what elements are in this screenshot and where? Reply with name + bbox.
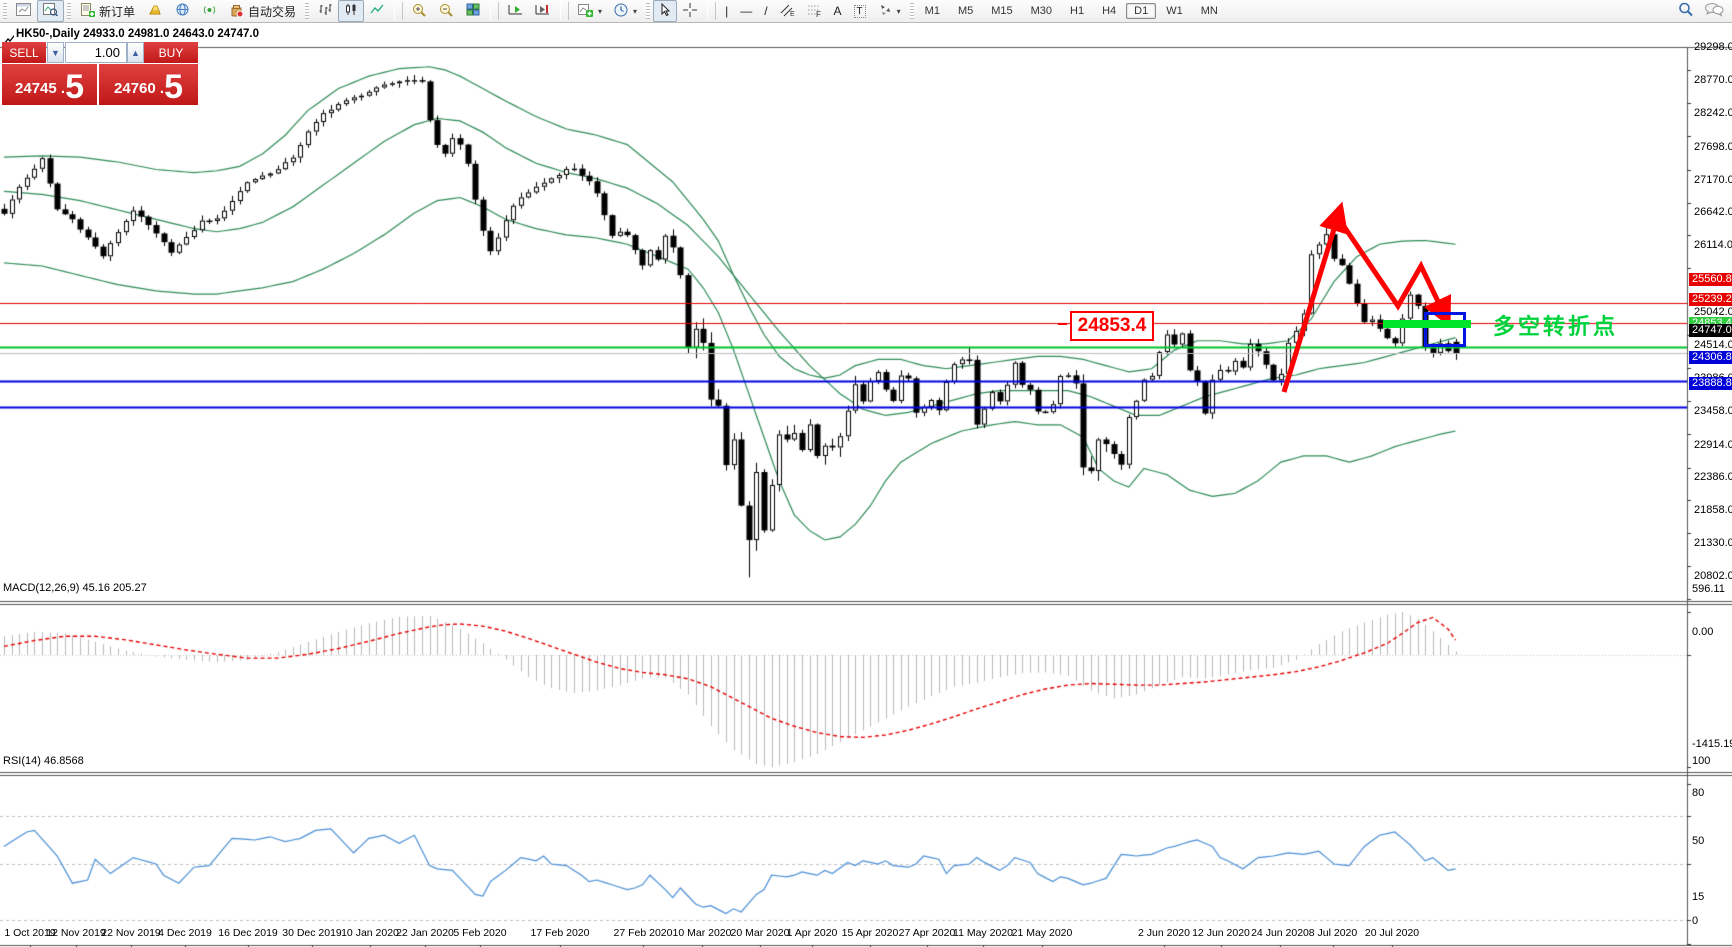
crosshair-button[interactable] <box>677 0 703 22</box>
zoom-out-button[interactable] <box>433 0 460 22</box>
indicators-icon <box>578 3 594 20</box>
toolbar-separator <box>560 2 570 20</box>
main-toolbar: 新订单 自动交易 ▾ ▾ | — / E F A T ▾ <box>0 0 1732 23</box>
price-chart-canvas[interactable] <box>0 23 1732 947</box>
timeframe-m15-button[interactable]: M15 <box>991 5 1013 17</box>
volume-increase-button[interactable]: ▲ <box>127 42 144 63</box>
web-terminal-button[interactable] <box>169 0 196 22</box>
timeframe-d1-button[interactable]: D1 <box>1126 3 1157 19</box>
text-button[interactable]: A <box>828 0 848 22</box>
toolbar-grip <box>3 3 7 19</box>
text-icon: A <box>833 4 842 18</box>
line-chart-icon <box>370 3 384 19</box>
chart-window <box>0 23 1732 947</box>
sell-button[interactable]: SELL <box>2 42 46 63</box>
timeframe-mn-button[interactable]: MN <box>1200 5 1218 17</box>
toolbar-separator <box>490 2 500 20</box>
new-order-icon <box>80 2 95 20</box>
gold-ingot-icon <box>147 4 163 19</box>
text-label-button[interactable]: T <box>848 0 872 22</box>
deposit-button[interactable] <box>141 0 169 22</box>
vertical-line-button[interactable]: | <box>719 0 734 22</box>
tile-windows-icon <box>466 3 480 19</box>
chat-icon[interactable] <box>1704 2 1724 20</box>
auto-trading-button[interactable]: 自动交易 <box>223 0 302 22</box>
signals-icon <box>202 3 217 19</box>
buy-button[interactable]: BUY <box>144 42 198 63</box>
timeframe-m5-button[interactable]: M5 <box>957 5 974 17</box>
arrows-icon <box>878 3 892 19</box>
sell-price-display[interactable]: 24745 .5 <box>2 64 97 105</box>
zoom-in-icon <box>412 3 427 20</box>
svg-text:E: E <box>790 11 795 17</box>
arrows-dropdown-caret[interactable]: ▾ <box>896 6 901 16</box>
new-order-label: 新订单 <box>99 4 136 19</box>
arrows-button[interactable]: ▾ <box>872 0 907 22</box>
toolbar-grip <box>646 3 651 19</box>
search-icon[interactable] <box>1678 2 1694 20</box>
vertical-line-icon: | <box>725 4 729 18</box>
candlestick-chart-icon <box>344 3 358 19</box>
auto-scroll-icon <box>508 3 523 19</box>
toolbar-grip <box>67 3 71 19</box>
trendline-button[interactable]: / <box>758 0 773 22</box>
crosshair-icon <box>683 2 698 20</box>
line-chart-button[interactable] <box>364 0 390 22</box>
timeframe-bar: M1 M5 M15 M30 H1 H4 D1 W1 MN <box>917 3 1226 19</box>
cursor-button[interactable] <box>653 0 678 22</box>
timeframe-w1-button[interactable]: W1 <box>1166 5 1183 17</box>
new-order-button[interactable]: 新订单 <box>74 0 141 22</box>
text-label-icon: T <box>853 4 866 18</box>
clock-icon <box>614 3 628 20</box>
equidistant-channel-button[interactable]: E <box>774 0 801 22</box>
chart-shift-button[interactable] <box>529 0 556 22</box>
volume-input[interactable] <box>65 42 127 63</box>
auto-scroll-button[interactable] <box>502 0 529 22</box>
web-terminal-icon <box>175 3 190 19</box>
bar-chart-button[interactable] <box>312 0 338 22</box>
trendline-icon: / <box>764 4 768 18</box>
data-window-icon <box>43 3 58 19</box>
one-click-trading-panel: SELL ▼ ▲ BUY 24745 .5 24760 .5 <box>2 42 198 105</box>
tile-windows-button[interactable] <box>460 0 486 22</box>
buy-price-display[interactable]: 24760 .5 <box>99 64 198 105</box>
svg-text:F: F <box>816 10 821 17</box>
auto-trading-label: 自动交易 <box>248 4 297 19</box>
toolbar-separator <box>394 2 404 20</box>
bar-chart-icon <box>318 3 332 19</box>
toolbar-separator <box>707 2 717 20</box>
timeframe-m30-button[interactable]: M30 <box>1030 5 1053 17</box>
fibonacci-icon: F <box>807 3 822 20</box>
new-chart-button[interactable] <box>10 0 37 22</box>
timeframe-h4-button[interactable]: H4 <box>1102 5 1117 17</box>
indicators-button[interactable]: ▾ <box>572 0 608 22</box>
periods-button[interactable]: ▾ <box>608 0 643 22</box>
zoom-out-icon <box>439 3 454 20</box>
chart-shift-icon <box>535 3 550 19</box>
signals-button[interactable] <box>196 0 223 22</box>
timeframe-m1-button[interactable]: M1 <box>924 5 940 17</box>
market-icon <box>229 3 244 20</box>
periods-dropdown-caret[interactable]: ▾ <box>633 6 638 16</box>
toolbar-grip <box>305 3 310 19</box>
chart-window-icon <box>16 3 31 19</box>
volume-decrease-button[interactable]: ▼ <box>47 42 64 63</box>
toolbar-grip <box>909 3 914 19</box>
data-window-button[interactable] <box>37 0 64 22</box>
cursor-icon <box>659 2 671 20</box>
timeframe-h1-button[interactable]: H1 <box>1070 5 1085 17</box>
fibonacci-button[interactable]: F <box>801 0 828 22</box>
horizontal-line-button[interactable]: — <box>734 0 758 22</box>
horizontal-line-icon: — <box>740 4 753 18</box>
equidistant-channel-icon: E <box>780 3 795 20</box>
candlestick-chart-button[interactable] <box>338 0 365 22</box>
zoom-in-button[interactable] <box>406 0 433 22</box>
indicators-dropdown-caret[interactable]: ▾ <box>598 6 603 16</box>
